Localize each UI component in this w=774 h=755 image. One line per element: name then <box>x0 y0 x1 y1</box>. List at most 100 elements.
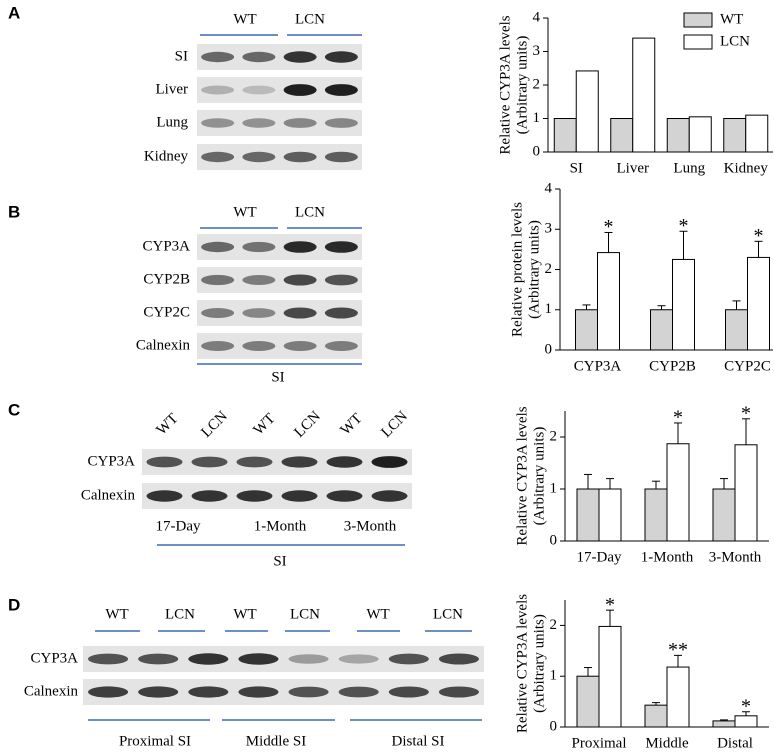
blot-band <box>242 341 276 351</box>
error-bar <box>674 654 682 668</box>
x-tick-label: Liver <box>617 160 649 176</box>
blot-band <box>324 51 358 63</box>
blot-band <box>88 653 129 665</box>
blot-band <box>188 686 229 698</box>
y-axis-label: (Arbitrary units) <box>514 36 530 135</box>
blot-band <box>201 51 235 63</box>
blot-band <box>242 241 276 253</box>
bar <box>666 443 690 542</box>
group-label: LCN <box>295 204 325 220</box>
y-tick-label: 0 <box>545 341 553 357</box>
y-axis-label: (Arbitrary units) <box>531 614 547 713</box>
x-tick-label: 3-Month <box>709 549 762 565</box>
blot-band <box>326 490 363 502</box>
blot-band <box>242 308 276 318</box>
bar <box>672 258 695 351</box>
bar <box>576 488 600 542</box>
footer-label: SI <box>273 553 286 569</box>
sub-label: 1-Month <box>254 518 307 534</box>
blot-band <box>188 653 229 665</box>
group-label: LCN <box>433 606 463 622</box>
legend-label: LCN <box>720 33 750 49</box>
group-label: WT <box>366 606 389 622</box>
bar <box>712 720 736 728</box>
blot-band <box>201 151 235 163</box>
error-bar <box>657 305 666 310</box>
y-tick-label: 1 <box>550 480 558 496</box>
bar <box>666 666 690 728</box>
row-label: Calnexin <box>24 683 79 699</box>
blot-band <box>191 490 228 502</box>
blot-band <box>201 85 235 95</box>
blot-band <box>201 341 235 351</box>
blot-strip <box>142 449 412 475</box>
y-axis-label: Relative CYP3A levels <box>514 594 530 733</box>
blot-strip <box>197 110 362 136</box>
panel-letter: D <box>8 595 20 614</box>
blot-band <box>281 456 318 468</box>
y-tick-label: 4 <box>533 9 541 25</box>
error-bar <box>652 480 660 489</box>
bar <box>712 488 736 542</box>
bar <box>575 70 599 153</box>
y-axis-label: Relative CYP3A levels <box>514 406 530 545</box>
error-bar <box>582 304 591 310</box>
y-tick-label: 0 <box>550 532 558 548</box>
footer-label: Proximal SI <box>119 733 191 749</box>
footer-label: Middle SI <box>246 733 306 749</box>
blot-band <box>201 241 235 253</box>
error-bar <box>679 230 688 260</box>
bar <box>650 309 673 351</box>
error-bar <box>604 231 613 253</box>
error-bar <box>584 473 592 489</box>
blot-band <box>326 456 363 468</box>
blot-band <box>283 274 317 286</box>
x-tick-label: SI <box>570 160 583 176</box>
bar <box>666 118 690 153</box>
blot-band <box>324 118 358 128</box>
bar <box>644 488 668 542</box>
x-tick-label: 17-Day <box>577 549 622 565</box>
blot-band <box>438 653 479 665</box>
blot-band <box>283 51 317 63</box>
row-label: CYP3A <box>142 238 190 254</box>
bar <box>734 444 758 542</box>
blot-band <box>283 241 317 253</box>
bar <box>598 625 622 728</box>
y-tick-label: 3 <box>545 221 553 237</box>
significance: ** <box>668 639 688 661</box>
blot-band <box>288 654 329 664</box>
significance: * <box>604 216 614 238</box>
blot-band <box>236 456 273 468</box>
blot-band <box>88 686 129 698</box>
row-label: Kidney <box>144 148 189 164</box>
group-label: WT <box>233 606 256 622</box>
error-bar <box>606 478 614 489</box>
row-label: Calnexin <box>81 487 136 503</box>
blot-band <box>388 686 429 698</box>
panel-letter: C <box>8 400 20 419</box>
blot-band <box>138 653 179 665</box>
significance: * <box>741 695 751 717</box>
group-label: LCN <box>378 408 411 441</box>
blot-band <box>283 307 317 319</box>
significance: * <box>679 215 689 237</box>
sub-label: 17-Day <box>156 518 201 534</box>
blot-band <box>146 490 183 502</box>
legend-swatch <box>683 34 713 50</box>
bar <box>575 309 598 351</box>
blot-band <box>324 241 358 253</box>
error-bar <box>652 702 660 706</box>
x-tick-label: CYP2C <box>724 358 771 374</box>
error-bar <box>720 719 728 721</box>
row-label: Lung <box>156 114 188 130</box>
group-label: LCN <box>295 11 325 27</box>
blot-band <box>201 274 235 286</box>
group-label: WT <box>338 411 366 439</box>
group-label: LCN <box>291 408 324 441</box>
x-tick-label: CYP3A <box>574 358 622 374</box>
blot-band <box>201 308 235 318</box>
error-bar <box>732 300 741 310</box>
error-bar <box>584 667 592 677</box>
blot-band <box>388 653 429 665</box>
